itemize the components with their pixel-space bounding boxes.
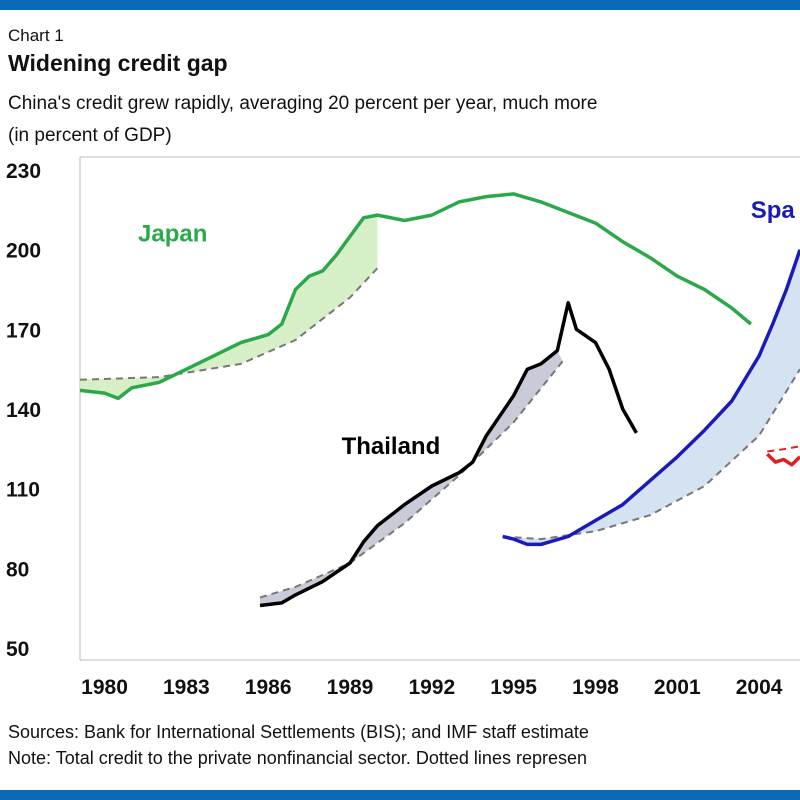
series-label: Spa bbox=[751, 197, 796, 224]
series-line bbox=[502, 249, 800, 547]
chart-title: Widening credit gap bbox=[8, 50, 228, 76]
trend-line bbox=[79, 267, 379, 381]
series-line bbox=[79, 192, 753, 401]
x-tick-label: 1983 bbox=[163, 676, 210, 699]
y-tick-label: 200 bbox=[6, 240, 41, 263]
trend-line bbox=[259, 360, 564, 599]
chart-label: Chart 1 bbox=[8, 26, 64, 45]
x-tick-label: 2004 bbox=[736, 676, 783, 699]
y-tick-label: 80 bbox=[6, 558, 29, 581]
chart-subtitle: China's credit grew rapidly, averaging 2… bbox=[8, 93, 598, 114]
x-tick-label: 1992 bbox=[408, 676, 455, 699]
x-tick-label: 2001 bbox=[654, 676, 701, 699]
y-tick-label: 170 bbox=[6, 319, 41, 342]
gap-area bbox=[260, 350, 563, 606]
series-label: Thailand bbox=[342, 433, 441, 460]
gap-area bbox=[502, 249, 800, 545]
gap-area bbox=[80, 215, 378, 399]
trend-line bbox=[502, 368, 800, 541]
trend-line bbox=[767, 445, 800, 453]
bottom-frame-bar bbox=[0, 790, 800, 800]
chart-unit: (in percent of GDP) bbox=[8, 125, 172, 146]
footer-sources: Sources: Bank for International Settleme… bbox=[8, 722, 589, 742]
x-tick-label: 1989 bbox=[327, 676, 374, 699]
series-line bbox=[766, 452, 800, 467]
top-frame-bar bbox=[0, 0, 800, 10]
x-tick-label: 1986 bbox=[245, 676, 292, 699]
y-tick-label: 230 bbox=[6, 160, 41, 183]
x-tick-label: 1995 bbox=[490, 676, 537, 699]
y-tick-label: 140 bbox=[6, 399, 41, 422]
y-tick-label: 50 bbox=[6, 638, 29, 661]
series-label: Japan bbox=[138, 221, 207, 248]
series-line bbox=[259, 301, 638, 608]
footer-note: Note: Total credit to the private nonfin… bbox=[8, 748, 587, 768]
y-tick-label: 110 bbox=[6, 479, 40, 502]
x-tick-label: 1980 bbox=[81, 676, 128, 699]
x-tick-label: 1998 bbox=[572, 676, 619, 699]
